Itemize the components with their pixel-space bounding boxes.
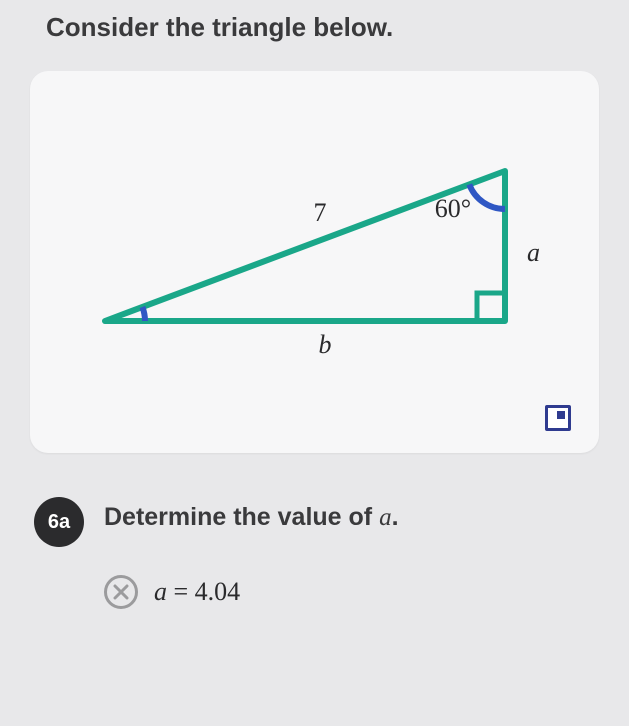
hypotenuse-label: 7 bbox=[313, 198, 326, 227]
left-angle-arc bbox=[142, 307, 145, 321]
question-badge: 6a bbox=[34, 497, 84, 547]
question-variable: a bbox=[379, 504, 392, 531]
question-prompt: Consider the triangle below. bbox=[46, 12, 599, 43]
figure-panel: 7 60° a b bbox=[30, 71, 599, 453]
question-text-prefix: Determine the value of bbox=[104, 503, 379, 531]
expand-icon[interactable] bbox=[545, 405, 571, 431]
triangle-container: 7 60° a b bbox=[58, 101, 571, 371]
top-angle-arc bbox=[469, 184, 505, 209]
answer-var: a bbox=[154, 577, 167, 606]
triangle-svg: 7 60° a b bbox=[75, 121, 555, 361]
question-row: 6a Determine the value of a. bbox=[34, 495, 599, 547]
question-text-suffix: . bbox=[392, 503, 399, 531]
side-b-label: b bbox=[318, 330, 331, 359]
top-angle-label: 60° bbox=[434, 194, 470, 223]
answer-expression: a = 4.04 bbox=[154, 577, 240, 607]
x-icon bbox=[113, 584, 129, 600]
answer-eq: = bbox=[167, 577, 195, 606]
side-a-label: a bbox=[527, 238, 540, 267]
answer-row: a = 4.04 bbox=[104, 575, 599, 609]
answer-val: 4.04 bbox=[195, 577, 241, 606]
incorrect-icon bbox=[104, 575, 138, 609]
panel-footer bbox=[58, 371, 571, 431]
right-angle-mark bbox=[477, 293, 505, 321]
page-root: Consider the triangle below. 7 60° a b bbox=[0, 0, 629, 639]
question-text: Determine the value of a. bbox=[104, 503, 399, 532]
